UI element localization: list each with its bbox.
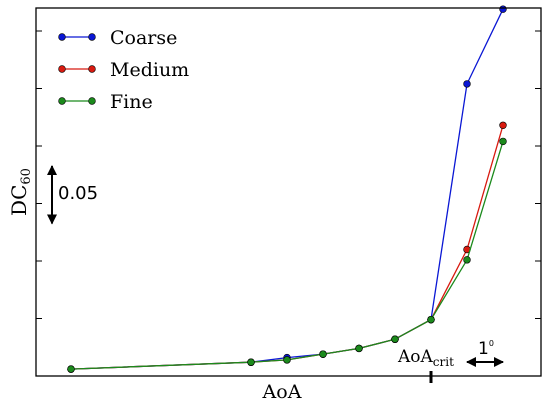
scale-bar-label: 0.05: [58, 183, 98, 204]
legend-marker-fine: [88, 97, 96, 105]
critical-aoa-marker: AoAcrit 10: [397, 339, 504, 383]
legend-label-medium: Medium: [110, 59, 189, 81]
legend-marker-coarse: [88, 33, 96, 41]
data-point-coarse: [499, 5, 507, 13]
scale-bar: 0.05: [47, 165, 98, 225]
data-point-fine: [319, 350, 327, 358]
data-point-medium: [499, 121, 507, 130]
one-degree-label: 10: [478, 339, 494, 359]
data-point-fine: [355, 344, 363, 353]
critical-aoa-label: AoAcrit: [397, 347, 454, 369]
legend-marker-fine: [58, 97, 66, 105]
legend-label-fine: Fine: [110, 91, 153, 113]
data-point-fine: [463, 256, 471, 264]
x-axis-label: AoA: [262, 381, 302, 403]
series-line-fine: [70, 141, 504, 370]
data-point-coarse: [463, 80, 471, 88]
data-point-fine: [499, 137, 507, 146]
series-line-medium: [70, 125, 504, 370]
legend-marker-medium: [88, 65, 96, 73]
data-point-fine: [283, 356, 291, 364]
data-point-fine: [391, 335, 399, 343]
data-point-fine: [67, 365, 75, 373]
legend-marker-medium: [58, 65, 66, 73]
legend: Coarse Medium Fine: [58, 27, 189, 113]
legend-label-coarse: Coarse: [110, 27, 177, 49]
plot-marks: [67, 5, 507, 373]
data-point-fine: [247, 358, 255, 366]
y-ticks: [36, 30, 541, 319]
plot-frame: [35, 7, 542, 377]
y-axis-label: DC60: [7, 168, 34, 216]
data-point-fine: [427, 315, 435, 324]
legend-marker-coarse: [58, 33, 66, 41]
